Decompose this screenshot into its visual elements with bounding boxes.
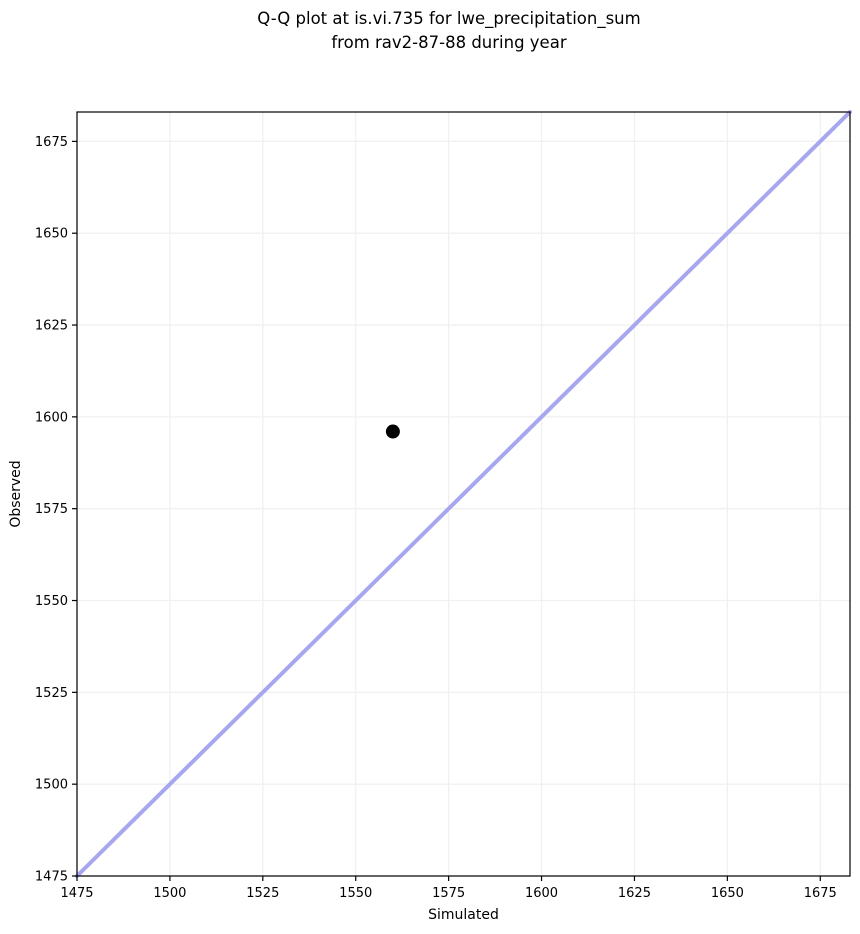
x-tick-label: 1475 (60, 886, 93, 901)
y-tick-label: 1625 (35, 319, 68, 334)
x-tick-label: 1675 (804, 886, 837, 901)
y-tick-label: 1550 (35, 594, 68, 609)
axes-border (76, 111, 851, 877)
x-tick-label: 1650 (711, 886, 744, 901)
x-tick-label: 1500 (153, 886, 186, 901)
y-tick-label: 1500 (35, 778, 68, 793)
x-tick-label: 1550 (339, 886, 372, 901)
y-tick-label: 1475 (35, 870, 68, 885)
y-tick-label: 1525 (35, 686, 68, 701)
identity-line (75, 110, 852, 878)
x-tick-label: 1600 (525, 886, 558, 901)
x-tick-label: 1625 (618, 886, 651, 901)
data-point (385, 424, 400, 439)
y-tick-label: 1600 (35, 410, 68, 425)
y-tick-label: 1650 (35, 227, 68, 242)
chart-title-line2: from rav2-87-88 during year (331, 33, 567, 52)
chart-title-line1: Q-Q plot at is.vi.735 for lwe_precipitat… (257, 9, 641, 28)
y-axis-label: Observed (8, 460, 24, 527)
chart-title: Q-Q plot at is.vi.735 for lwe_precipitat… (257, 7, 640, 55)
y-tick-label: 1575 (35, 502, 68, 517)
x-axis-label: Simulated (428, 907, 499, 923)
x-tick-label: 1575 (432, 886, 465, 901)
y-tick-label: 1675 (35, 135, 68, 150)
x-tick-label: 1525 (246, 886, 279, 901)
